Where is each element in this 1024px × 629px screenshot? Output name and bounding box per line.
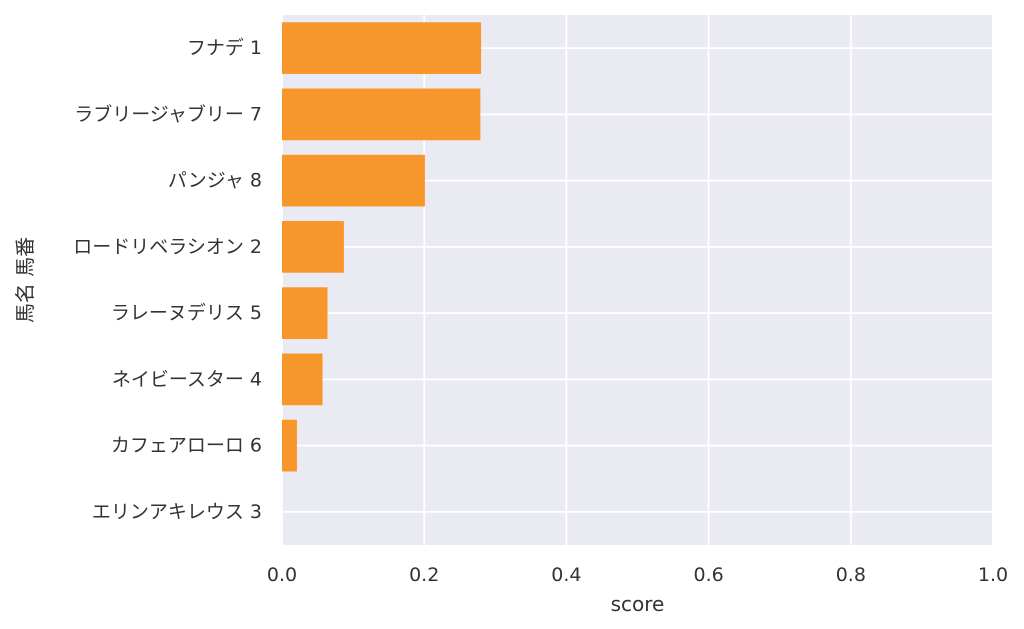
bars (282, 22, 482, 472)
x-axis-label: score (611, 592, 665, 616)
bar (282, 154, 425, 207)
x-tick-labels: 0.0 0.2 0.4 0.6 0.8 1.0 (267, 564, 1008, 586)
y-tick-label: エリンアキレウス 3 (92, 501, 262, 523)
y-tick-label: パンジャ 8 (168, 170, 262, 192)
x-tick-label: 1.0 (978, 564, 1008, 586)
y-tick-label: ラブリージャブリー 7 (74, 102, 262, 125)
y-tick-label: ロードリベラシオン 2 (73, 236, 262, 258)
bar (282, 353, 323, 406)
y-tick-label: フナデ 1 (187, 37, 262, 59)
y-axis-label: 馬名 馬番 (13, 237, 37, 323)
y-tick-label: ラレーヌデリス 5 (111, 302, 262, 324)
bar (282, 221, 344, 273)
x-tick-label: 0.4 (551, 564, 581, 586)
bar (282, 287, 328, 339)
x-tick-label: 0.2 (409, 564, 439, 586)
y-tick-label: カフェアローロ 6 (111, 435, 262, 457)
bar (282, 88, 481, 141)
y-tick-label: ネイビースター 4 (112, 368, 262, 390)
x-tick-label: 0.0 (267, 564, 297, 586)
x-tick-label: 0.6 (693, 564, 723, 586)
x-tick-label: 0.8 (836, 564, 866, 586)
bar (282, 419, 297, 472)
y-tick-labels: フナデ 1 ラブリージャブリー 7 パンジャ 8 ロードリベラシオン 2 ラレーヌデリス… (73, 37, 262, 523)
bar (282, 22, 482, 74)
